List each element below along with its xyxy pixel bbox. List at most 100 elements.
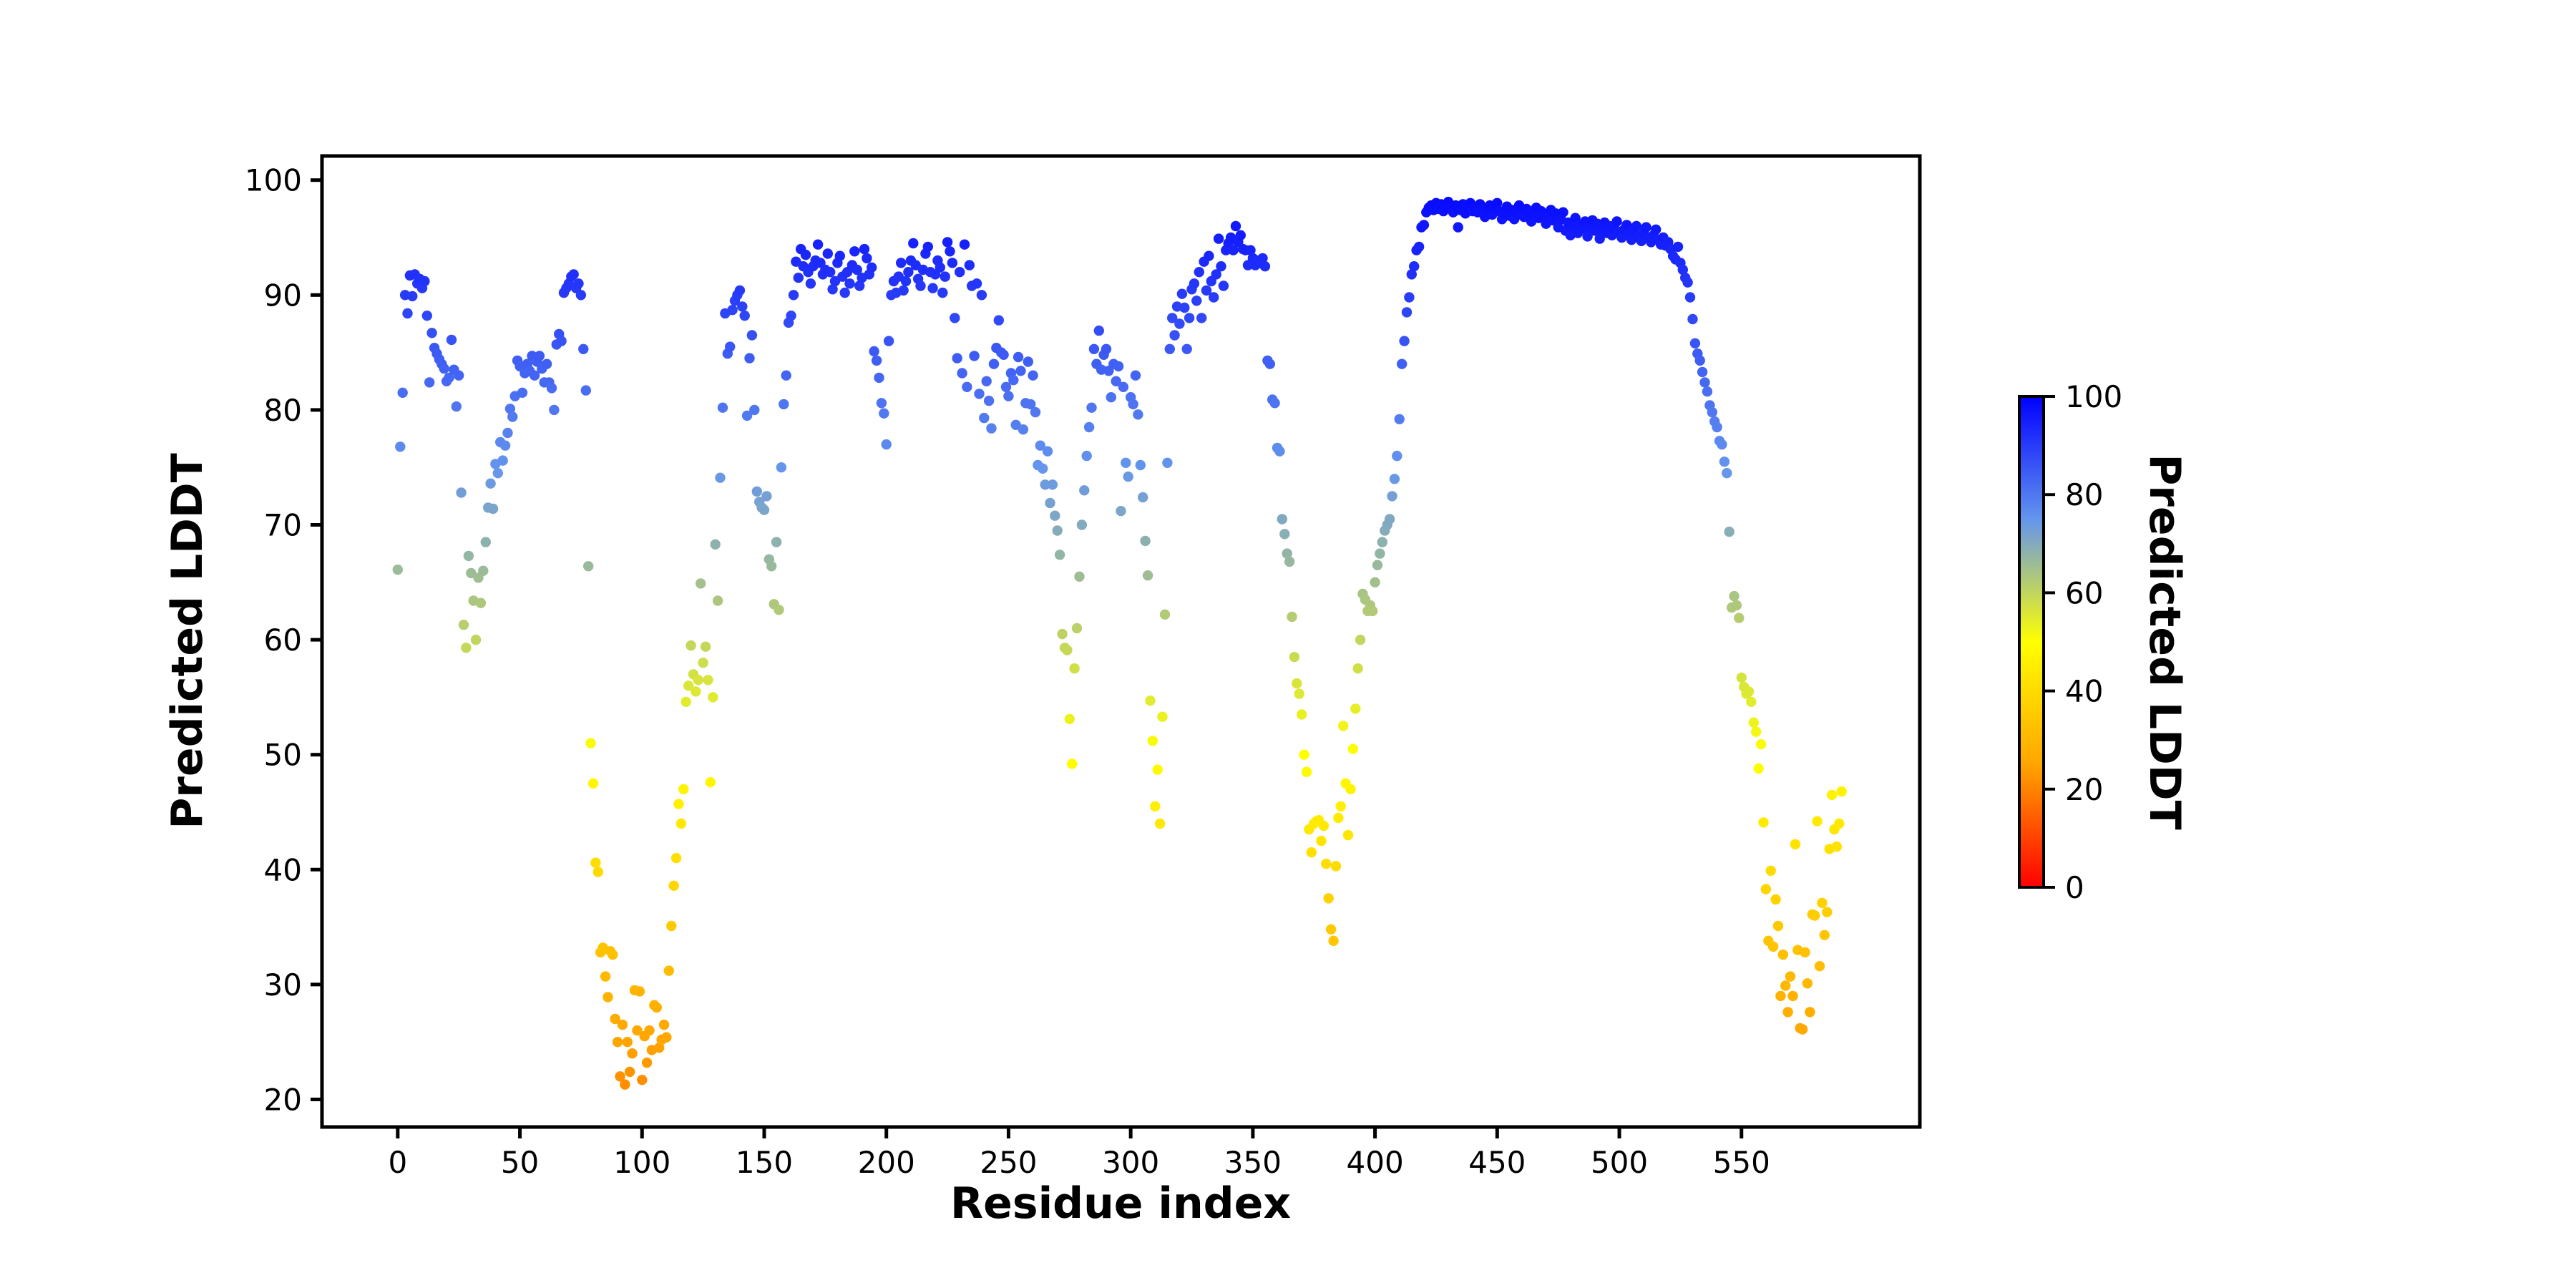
scatter-point [1413, 241, 1425, 253]
y-axis: 20 30 40 50 60 70 80 90 100 [245, 163, 322, 1117]
scatter-point [786, 311, 796, 321]
scatter-point [874, 372, 884, 384]
colorbar-tick-label: 80 [2065, 477, 2103, 512]
scatter-point [776, 462, 787, 473]
scatter-point [791, 256, 801, 267]
scatter-point [556, 336, 567, 346]
y-tick-label: 80 [264, 393, 302, 428]
scatter-point [1287, 611, 1297, 623]
scatter-point [546, 383, 557, 394]
colorbar-tick-label: 100 [2065, 379, 2122, 414]
scatter-point [922, 241, 934, 253]
scatter-point [580, 385, 591, 396]
scatter-point [1694, 355, 1705, 366]
scatter-point [1069, 663, 1080, 674]
scatter-point [964, 260, 975, 270]
scatter-point [971, 278, 982, 289]
x-tick-label: 350 [1224, 1145, 1282, 1180]
scatter-point [935, 262, 946, 273]
x-axis-title: Residue index [950, 1179, 1291, 1229]
scatter-point [1162, 457, 1173, 468]
scatter-point [1819, 930, 1830, 941]
scatter-point [1093, 325, 1105, 336]
scatter-point [463, 550, 474, 562]
scatter-point [771, 537, 782, 547]
scatter-point [392, 564, 403, 575]
scatter-point [454, 370, 464, 381]
scatter-point [1699, 377, 1710, 388]
scatter-point [1013, 351, 1024, 363]
scatter-point [502, 427, 513, 439]
scatter-point [617, 1019, 628, 1030]
scatter-point [854, 280, 865, 291]
scatter-point [407, 291, 418, 302]
scatter-point [678, 784, 689, 795]
scatter-point [1216, 261, 1226, 272]
scatter-point [402, 308, 413, 319]
scatter-point [1282, 548, 1292, 559]
scatter-point [1042, 446, 1053, 457]
scatter-point [717, 402, 728, 413]
scatter-point [696, 578, 706, 589]
scatter-point [575, 290, 587, 301]
scatter-point [578, 343, 589, 354]
scatter-point [1113, 361, 1124, 372]
x-tick-label: 450 [1468, 1145, 1526, 1180]
scatter-point [1064, 713, 1075, 725]
scatter-point [1409, 261, 1420, 272]
scatter-point [573, 278, 584, 289]
scatter-point [746, 330, 758, 341]
scatter-point [1008, 375, 1019, 386]
scatter-point [1330, 861, 1342, 872]
scatter-point [942, 237, 953, 248]
y-tick-label: 100 [245, 163, 302, 198]
scatter-point [1767, 941, 1779, 952]
scatter-point [1211, 269, 1221, 280]
colorbar-ticks: 0 20 40 60 80 100 [2044, 379, 2122, 905]
scatter-point [1719, 457, 1730, 467]
scatter-point [1159, 609, 1171, 620]
scatter-point [1269, 398, 1280, 409]
scatter-point [663, 965, 674, 976]
scatter-point [395, 441, 406, 452]
scatter-point [497, 455, 508, 466]
scatter-point [1805, 1007, 1815, 1018]
scatter-point [1397, 358, 1407, 369]
scatter-point [959, 239, 970, 250]
colorbar-tick-label: 60 [2065, 575, 2103, 610]
scatter-point [1782, 1007, 1793, 1018]
scatter-point [1257, 253, 1268, 264]
x-axis: 0 50 100 150 200 250 300 350 400 450 500 550 [388, 1127, 1770, 1180]
scatter-point [1751, 726, 1762, 737]
scatter-point [1140, 535, 1151, 547]
scatter-point [1147, 736, 1158, 746]
scatter-point [1389, 474, 1400, 484]
scatter-point [1755, 739, 1767, 750]
x-tick-label: 400 [1347, 1145, 1404, 1180]
y-tick-label: 70 [264, 507, 302, 542]
scatter-point [1228, 245, 1239, 255]
scatter-point [1677, 264, 1688, 275]
scatter-point [1722, 468, 1732, 479]
scatter-point [998, 349, 1009, 360]
scatter-point [1323, 893, 1334, 904]
scatter-point [876, 398, 887, 409]
x-tick-label: 150 [736, 1145, 793, 1180]
scatter-point [587, 778, 599, 789]
scatter-point [1377, 537, 1388, 547]
scatter-point [1817, 897, 1828, 909]
scatter-point [749, 404, 760, 416]
scatter-point [900, 275, 912, 287]
scatter-point [686, 640, 696, 651]
scatter-point [744, 353, 755, 364]
scatter-point [1076, 519, 1088, 530]
scatter-point [1372, 560, 1383, 570]
scatter-point [1404, 292, 1415, 303]
scatter-point [1135, 459, 1146, 471]
scatter-point [1128, 399, 1138, 410]
scatter-point [1142, 570, 1153, 581]
scatter-point [1775, 990, 1786, 1002]
x-tick-label: 200 [858, 1145, 915, 1180]
scatter-point [957, 368, 967, 379]
scatter-point [480, 537, 491, 547]
